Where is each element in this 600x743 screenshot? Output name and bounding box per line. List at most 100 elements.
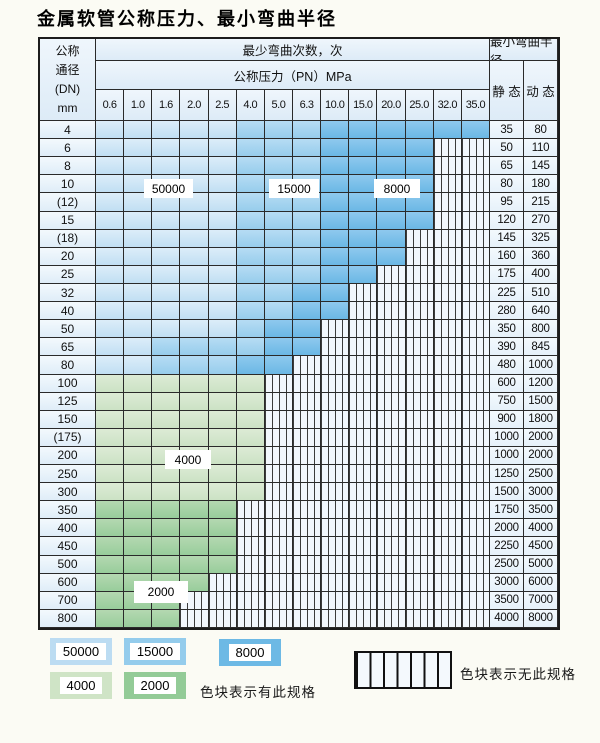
spec-cell [208, 175, 237, 194]
spec-cell [208, 428, 237, 447]
spec-cell [292, 302, 322, 321]
spec-cell [180, 501, 209, 520]
spec-cell [96, 283, 125, 303]
spec-cell [96, 157, 125, 176]
spec-cell [264, 283, 293, 303]
spec-cell [236, 121, 265, 140]
spec-cell [152, 555, 181, 574]
spec-cell [208, 139, 237, 158]
corner-header-line: (DN) [54, 81, 81, 96]
spec-cell [152, 283, 181, 303]
spec-cell [180, 283, 209, 303]
spec-cell [208, 465, 237, 484]
spec-cell [124, 392, 153, 411]
spec-cell [321, 283, 350, 303]
spec-cell [377, 247, 406, 266]
static-radius-cell: 1750 [489, 501, 524, 520]
spec-cell [152, 537, 181, 556]
no-spec-cell [377, 483, 406, 502]
no-spec-cell [405, 555, 434, 574]
no-spec-cell [433, 392, 462, 411]
spec-cell [180, 265, 209, 284]
spec-cell [236, 247, 265, 266]
no-spec-cell [433, 211, 462, 230]
spec-cell [208, 356, 237, 375]
no-spec-cell [433, 446, 462, 466]
no-spec-cell [349, 591, 378, 610]
dynamic-radius-cell: 4000 [523, 519, 558, 538]
legend-swatch-8000: 8000 [219, 639, 281, 666]
legend-swatch-value: 4000 [59, 677, 103, 694]
spec-cell [236, 139, 265, 158]
dn-cell: 8 [40, 157, 96, 176]
pressure-col-header: 32.0 [433, 90, 462, 121]
spec-table: 公称 通径 (DN) mm 最少弯曲次数，次 最小弯曲半径 公称压力（PN）MPa 静 态动 … [38, 37, 560, 630]
spec-cell [321, 302, 350, 321]
cycles-callout-label: 4000 [165, 450, 211, 469]
spec-cell [349, 157, 378, 176]
no-spec-cell [461, 591, 490, 610]
dynamic-radius-cell: 3500 [523, 501, 558, 520]
spec-cell [236, 465, 265, 484]
spec-cell [236, 356, 265, 375]
spec-cell [321, 157, 350, 176]
no-spec-cell [377, 265, 406, 284]
spec-cell [208, 265, 237, 284]
spec-cell [208, 302, 237, 321]
dn-cell: 32 [40, 283, 96, 303]
spec-cell [208, 320, 237, 339]
spec-cell [349, 211, 378, 230]
no-spec-cell [433, 591, 462, 610]
dynamic-radius-cell: 2000 [523, 428, 558, 447]
no-spec-cell [405, 338, 434, 357]
spec-cell [152, 465, 181, 484]
dynamic-radius-cell: 8000 [523, 609, 558, 628]
spec-cell [264, 139, 293, 158]
spec-cell [321, 247, 350, 266]
dn-cell: 700 [40, 591, 96, 610]
legend-swatch-4000: 4000 [50, 672, 112, 699]
dynamic-radius-cell: 6000 [523, 573, 558, 592]
no-spec-cell [433, 175, 462, 194]
no-spec-cell [264, 573, 293, 592]
spec-cell [152, 428, 181, 447]
spec-table-grid: 公称 通径 (DN) mm 最少弯曲次数，次 最小弯曲半径 公称压力（PN）MPa 静 态动 … [40, 39, 558, 628]
pressure-col-header: 5.0 [264, 90, 293, 121]
no-spec-cell [292, 410, 322, 429]
spec-cell [96, 338, 125, 357]
no-spec-cell [461, 465, 490, 484]
spec-cell [180, 211, 209, 230]
spec-cell [236, 175, 265, 194]
no-spec-cell [433, 519, 462, 538]
no-spec-cell [461, 392, 490, 411]
no-spec-cell [377, 519, 406, 538]
corner-header-line: 公称 [55, 43, 80, 58]
no-spec-cell [433, 465, 462, 484]
spec-cell [208, 247, 237, 266]
static-header: 静 态 [489, 61, 524, 121]
static-radius-cell: 4000 [489, 609, 524, 628]
spec-cell [292, 265, 322, 284]
pressure-header: 公称压力（PN）MPa [96, 61, 490, 90]
spec-cell [236, 302, 265, 321]
no-spec-cell [377, 392, 406, 411]
spec-cell [236, 374, 265, 393]
no-spec-cell [349, 483, 378, 502]
spec-cell [208, 446, 237, 466]
spec-cell [96, 501, 125, 520]
no-spec-cell [264, 609, 293, 628]
no-spec-cell [349, 446, 378, 466]
spec-cell [321, 229, 350, 248]
spec-cell [377, 211, 406, 230]
no-spec-cell [264, 555, 293, 574]
spec-cell [96, 229, 125, 248]
no-spec-cell [349, 302, 378, 321]
no-spec-cell [377, 410, 406, 429]
no-spec-cell [377, 501, 406, 520]
spec-cell [152, 392, 181, 411]
no-spec-cell [461, 483, 490, 502]
no-spec-cell [349, 609, 378, 628]
dn-cell: 350 [40, 501, 96, 520]
static-radius-cell: 120 [489, 211, 524, 230]
no-spec-cell [405, 302, 434, 321]
